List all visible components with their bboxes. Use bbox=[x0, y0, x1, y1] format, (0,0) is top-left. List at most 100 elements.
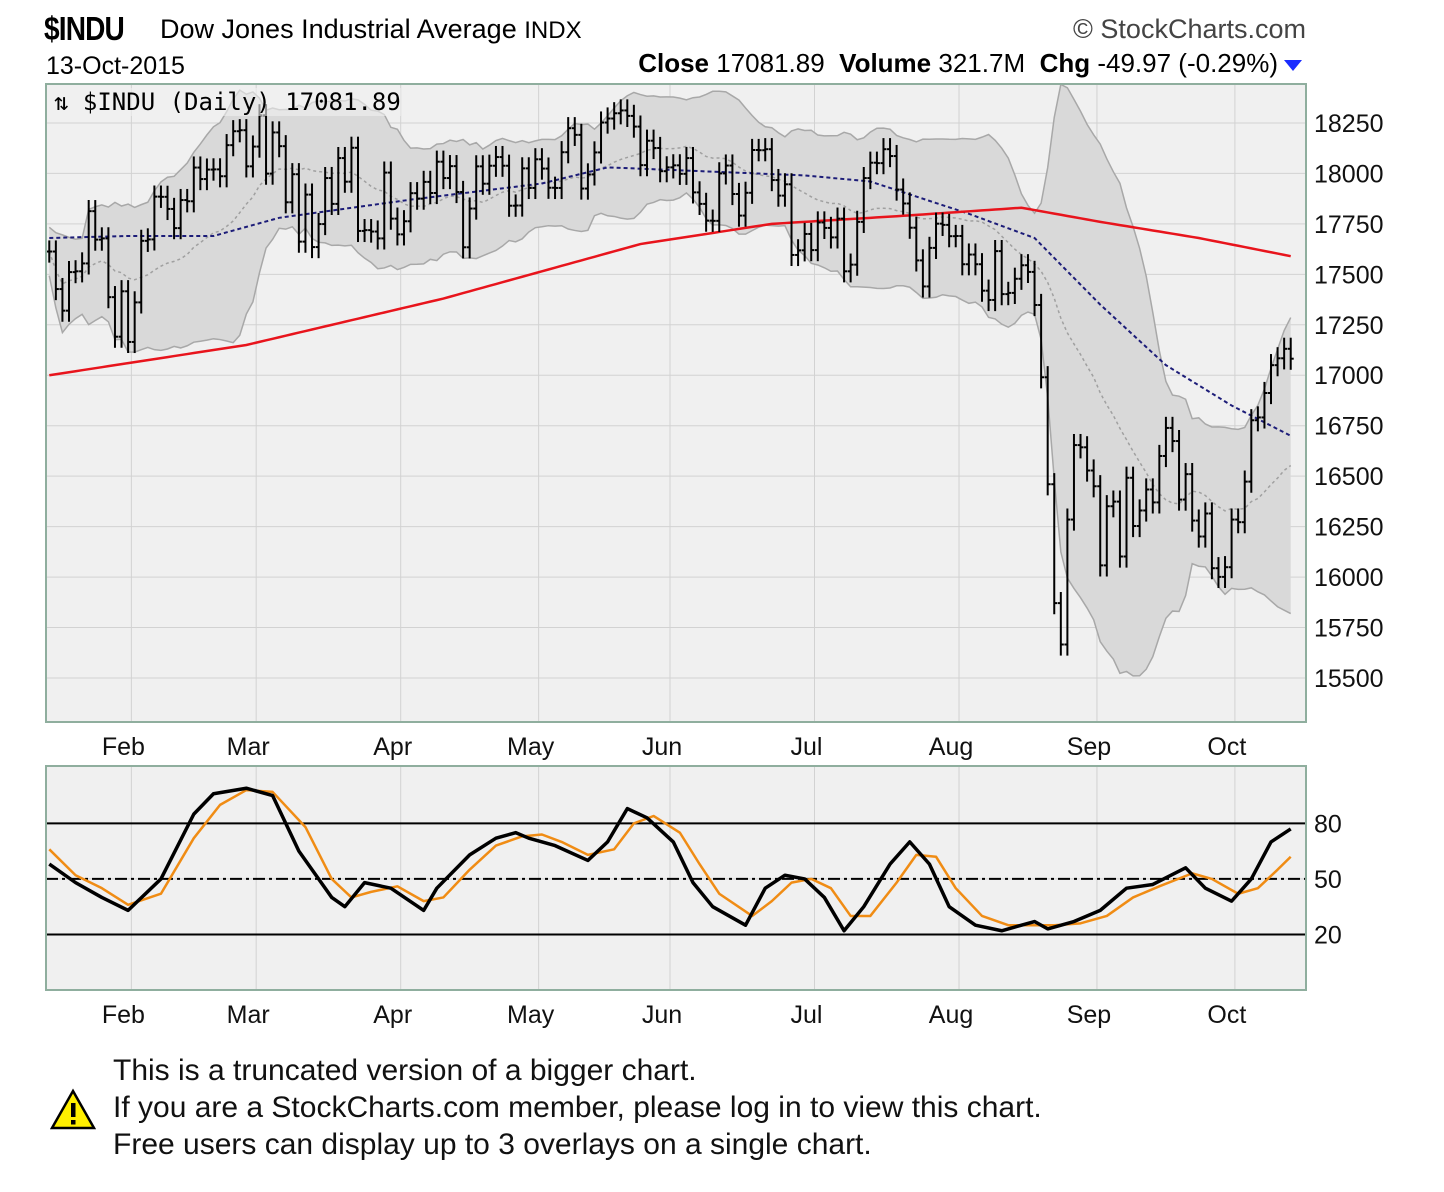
price-y-tick-label: 17000 bbox=[1314, 362, 1384, 390]
price-bar bbox=[72, 260, 79, 284]
warning-icon bbox=[49, 1088, 97, 1135]
price-bar bbox=[506, 154, 513, 217]
price-bar bbox=[545, 157, 552, 199]
price-bar bbox=[952, 224, 959, 248]
price-bar bbox=[177, 188, 184, 240]
price-y-tick-label: 17250 bbox=[1314, 312, 1384, 340]
price-bar bbox=[985, 279, 992, 312]
price-bar bbox=[795, 239, 802, 267]
price-bar bbox=[1084, 436, 1091, 482]
price-bar bbox=[860, 166, 867, 233]
price-bar bbox=[558, 141, 565, 200]
price-bar bbox=[992, 240, 999, 312]
ticker-symbol: $INDU bbox=[44, 10, 125, 47]
stoch-x-tick-label: Mar bbox=[227, 1001, 270, 1029]
price-bar bbox=[716, 162, 723, 232]
volume-value: 321.7M bbox=[938, 48, 1026, 78]
copyright-label: © StockCharts.com bbox=[1073, 14, 1306, 44]
ma50-line bbox=[49, 166, 1292, 437]
price-bar bbox=[919, 249, 926, 298]
price-x-tick-label: Mar bbox=[227, 733, 270, 761]
price-panel-border bbox=[45, 83, 1307, 723]
stoch-y-tick-label: 20 bbox=[1314, 921, 1342, 949]
price-bar bbox=[1202, 502, 1209, 548]
price-bar bbox=[1070, 433, 1077, 531]
notice-line-1: This is a truncated version of a bigger … bbox=[113, 1054, 697, 1087]
price-bar bbox=[913, 216, 920, 272]
close-value: 17081.89 bbox=[716, 48, 825, 78]
price-bar bbox=[525, 157, 532, 200]
price-bar bbox=[624, 99, 631, 127]
price-bar bbox=[1038, 293, 1045, 389]
price-bar bbox=[348, 136, 355, 193]
price-y-tick-label: 17750 bbox=[1314, 211, 1384, 239]
price-bar bbox=[1011, 267, 1018, 304]
price-bar bbox=[604, 107, 611, 134]
stoch-y-tick-label: 80 bbox=[1314, 810, 1342, 838]
price-bar bbox=[696, 181, 703, 215]
price-bar bbox=[1274, 347, 1281, 377]
security-full-name: Dow Jones Industrial Average bbox=[160, 14, 517, 44]
price-bar bbox=[1057, 592, 1064, 656]
price-y-tick-label: 16250 bbox=[1314, 514, 1384, 542]
price-bar bbox=[1228, 508, 1235, 579]
stoch-x-tick-label: Sep bbox=[1067, 1001, 1111, 1029]
price-bar bbox=[355, 136, 361, 243]
price-bar bbox=[1176, 429, 1183, 511]
price-bar bbox=[276, 121, 283, 158]
price-bar bbox=[808, 222, 815, 262]
price-bar bbox=[1077, 433, 1084, 459]
price-y-tick-label: 16750 bbox=[1314, 413, 1384, 441]
price-bar bbox=[598, 111, 605, 164]
price-bar bbox=[1051, 473, 1058, 615]
price-bar bbox=[762, 138, 769, 162]
price-bar bbox=[1215, 557, 1222, 588]
price-bar bbox=[1031, 260, 1038, 317]
notice-line-3: Free users can display up to 3 overlays … bbox=[113, 1128, 872, 1161]
stoch-x-tick-label: Aug bbox=[929, 1001, 973, 1029]
price-bar bbox=[887, 138, 894, 168]
stoch-x-tick-label: Apr bbox=[373, 1001, 412, 1029]
quote-stats: Close 17081.89 Volume 321.7M Chg -49.97 … bbox=[638, 48, 1302, 79]
price-bar bbox=[1044, 366, 1051, 496]
price-bar bbox=[328, 166, 335, 215]
price-legend: ⇅ $INDU (Daily) 17081.89 bbox=[54, 88, 401, 116]
price-x-tick-label: May bbox=[507, 733, 555, 761]
price-bar bbox=[1162, 416, 1169, 468]
price-bar bbox=[499, 145, 506, 177]
price-bar bbox=[1149, 478, 1156, 514]
price-bar bbox=[125, 280, 132, 354]
price-bar bbox=[841, 207, 848, 283]
bollinger-middle-line bbox=[48, 145, 1292, 512]
price-bar bbox=[335, 146, 342, 215]
price-bar bbox=[105, 227, 112, 309]
price-bar bbox=[361, 219, 368, 243]
price-bar bbox=[847, 253, 854, 283]
price-bar bbox=[223, 134, 230, 188]
price-bar bbox=[538, 148, 545, 180]
price-bar bbox=[98, 227, 105, 251]
price-bar bbox=[236, 119, 243, 143]
stoch-x-tick-label: Oct bbox=[1207, 1001, 1246, 1029]
price-bar bbox=[1241, 470, 1248, 534]
volume-label: Volume bbox=[839, 48, 932, 78]
price-bar bbox=[1281, 337, 1288, 370]
price-bar bbox=[249, 135, 256, 178]
price-bar bbox=[446, 155, 453, 190]
price-bar bbox=[781, 173, 788, 207]
price-bar bbox=[1018, 254, 1025, 290]
exchange-label: INDX bbox=[524, 17, 582, 44]
price-bar bbox=[755, 138, 762, 162]
price-bar bbox=[473, 155, 480, 220]
price-bar bbox=[1116, 490, 1123, 568]
price-bar bbox=[998, 240, 1005, 306]
price-bar bbox=[118, 280, 125, 348]
price-bar bbox=[676, 154, 683, 185]
price-bar bbox=[282, 135, 289, 214]
price-bar bbox=[79, 252, 86, 283]
price-bar bbox=[801, 222, 808, 262]
price-bar bbox=[368, 219, 375, 243]
price-bar bbox=[689, 146, 696, 204]
stoch-k-line bbox=[48, 786, 1292, 933]
price-bar bbox=[164, 185, 171, 221]
